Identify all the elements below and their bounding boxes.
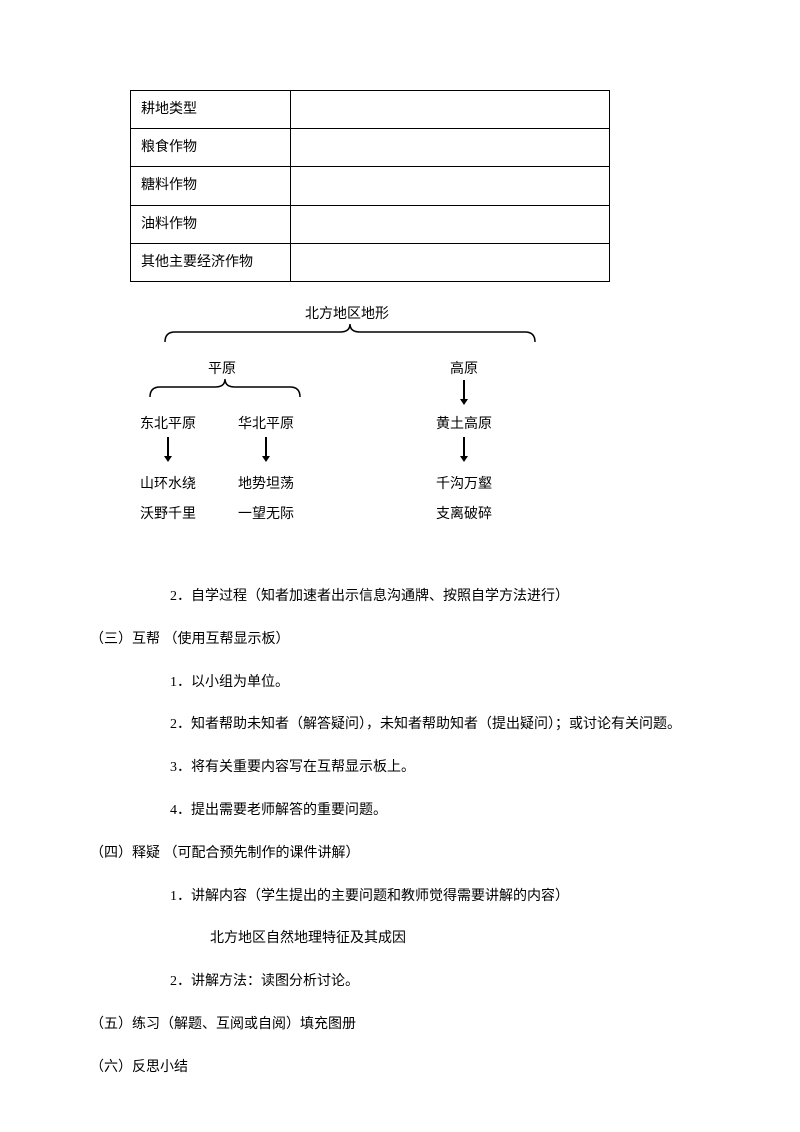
diagram-branch2: 高原 [450, 357, 478, 382]
row-label: 其他主要经济作物 [131, 243, 291, 281]
arrow-down-icon [463, 437, 465, 457]
diagram-leaf3: 黄土高原 [436, 412, 492, 437]
paragraph: 2．知者帮助未知者（解答疑问），未知者帮助知者（提出疑问）；或讨论有关问题。 [90, 710, 710, 741]
diagram-desc: 地势坦荡 [238, 472, 294, 497]
row-label: 油料作物 [131, 205, 291, 243]
row-value [290, 129, 609, 167]
paragraph: （四）释疑 （可配合预先制作的课件讲解） [90, 839, 710, 870]
row-value [290, 205, 609, 243]
paragraph: 2．自学过程（知者加速者出示信息沟通牌、按照自学方法进行） [90, 582, 710, 613]
diagram-leaf2: 华北平原 [238, 412, 294, 437]
row-label: 糖料作物 [131, 167, 291, 205]
table-row: 耕地类型 [131, 91, 610, 129]
crop-table: 耕地类型 粮食作物 糖料作物 油料作物 其他主要经济作物 [130, 90, 610, 282]
paragraph: （六）反思小结 [90, 1053, 710, 1084]
paragraph: 4．提出需要老师解答的重要问题。 [90, 796, 710, 827]
arrow-down-icon [463, 380, 465, 400]
paragraph: （三）互帮 （使用互帮显示板） [90, 625, 710, 656]
diagram-desc: 一望无际 [238, 502, 294, 527]
diagram-desc: 山环水绕 [140, 472, 196, 497]
row-value [290, 91, 609, 129]
row-value [290, 167, 609, 205]
arrow-down-icon [167, 437, 169, 457]
paragraph: 3．将有关重要内容写在互帮显示板上。 [90, 753, 710, 784]
content-body: 2．自学过程（知者加速者出示信息沟通牌、按照自学方法进行） （三）互帮 （使用互… [90, 582, 710, 1084]
paragraph: 北方地区自然地理特征及其成因 [90, 924, 710, 955]
paragraph: 1．以小组为单位。 [90, 668, 710, 699]
paragraph: （五）练习（解题、互阅或自阅）填充图册 [90, 1010, 710, 1041]
paragraph: 1．讲解内容（学生提出的主要问题和教师觉得需要讲解的内容） [90, 882, 710, 913]
row-label: 耕地类型 [131, 91, 291, 129]
row-value [290, 243, 609, 281]
diagram-desc: 支离破碎 [436, 502, 492, 527]
paragraph: 2．讲解方法：读图分析讨论。 [90, 967, 710, 998]
arrow-down-icon [265, 437, 267, 457]
brace-top [160, 322, 540, 347]
table-row: 其他主要经济作物 [131, 243, 610, 281]
row-label: 粮食作物 [131, 129, 291, 167]
diagram-leaf1: 东北平原 [140, 412, 196, 437]
diagram-desc: 沃野千里 [140, 502, 196, 527]
table-row: 油料作物 [131, 205, 610, 243]
table-row: 粮食作物 [131, 129, 610, 167]
brace-left [145, 377, 305, 402]
diagram-desc: 千沟万壑 [436, 472, 492, 497]
terrain-diagram: 北方地区地形 平原 高原 东北平原 华北平原 黄土高原 山环水绕 沃野千里 地势… [90, 302, 710, 552]
table-row: 糖料作物 [131, 167, 610, 205]
